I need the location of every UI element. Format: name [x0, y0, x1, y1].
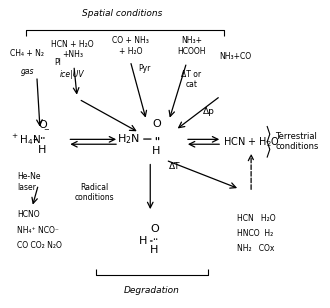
Text: $^+$H$_4$N: $^+$H$_4$N	[10, 132, 41, 147]
Text: HCN   H₂O: HCN H₂O	[237, 213, 275, 222]
Text: He-Ne
laser: He-Ne laser	[17, 172, 41, 192]
Text: H: H	[38, 145, 46, 155]
Text: $^-$: $^-$	[42, 127, 51, 137]
Text: O: O	[153, 119, 161, 129]
Text: O: O	[151, 224, 159, 234]
Text: HCN + H₂O
+NH₃: HCN + H₂O +NH₃	[51, 39, 94, 59]
Text: Radical
conditions: Radical conditions	[75, 183, 115, 202]
Text: NH₂   COx: NH₂ COx	[237, 244, 274, 253]
Text: Pl: Pl	[54, 58, 61, 67]
Text: H: H	[150, 245, 159, 255]
Text: ΔT: ΔT	[169, 162, 181, 171]
Text: Degradation: Degradation	[124, 286, 180, 295]
Text: H: H	[152, 146, 161, 156]
Text: CO CO₂ N₂O: CO CO₂ N₂O	[17, 241, 62, 250]
Text: Pyr: Pyr	[138, 64, 151, 73]
Text: HCN + H$_2$O: HCN + H$_2$O	[223, 135, 280, 149]
Text: HCNO: HCNO	[17, 210, 40, 220]
Text: NH₃+CO: NH₃+CO	[219, 52, 251, 61]
Text: NH₄⁺ NCO⁻: NH₄⁺ NCO⁻	[17, 226, 59, 235]
Text: ΔT or
cat: ΔT or cat	[182, 70, 202, 89]
Text: H: H	[139, 236, 147, 246]
Text: Δp: Δp	[203, 107, 215, 116]
Text: Terrestrial
conditions: Terrestrial conditions	[275, 132, 319, 152]
Text: H$_2$N: H$_2$N	[117, 132, 140, 146]
Text: CH₄ + N₂: CH₄ + N₂	[10, 49, 44, 58]
Text: NH₃+
HCOOH: NH₃+ HCOOH	[177, 36, 206, 56]
Text: ice|UV: ice|UV	[60, 70, 84, 79]
Text: O: O	[38, 120, 47, 130]
Text: gas: gas	[20, 67, 34, 76]
Text: HNCO  H₂: HNCO H₂	[237, 229, 273, 238]
Text: CO + NH₃
+ H₂O: CO + NH₃ + H₂O	[112, 36, 149, 56]
Text: Spatial conditions: Spatial conditions	[82, 9, 162, 18]
